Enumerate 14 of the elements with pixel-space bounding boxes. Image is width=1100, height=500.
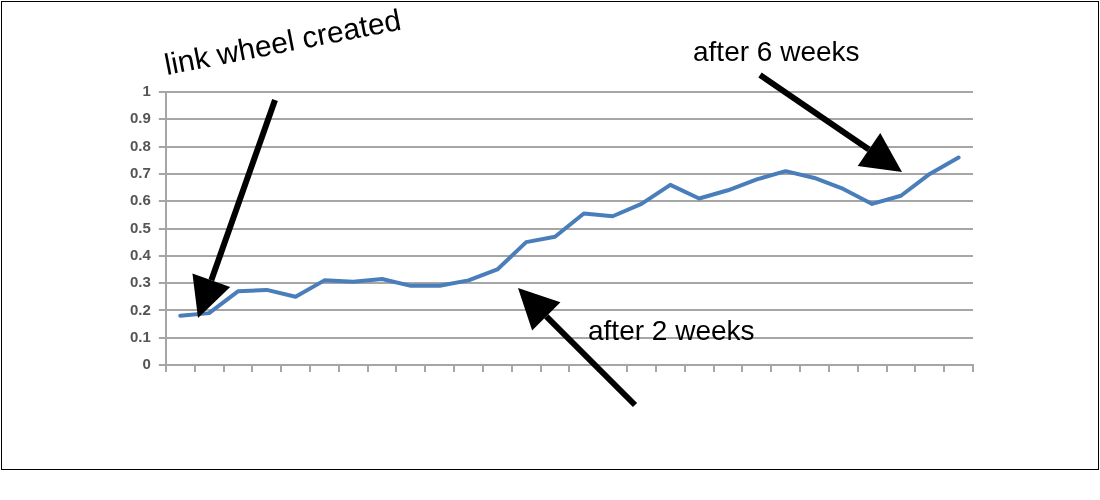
y-tick-label: 0 bbox=[142, 355, 151, 373]
y-tick-label: 1 bbox=[142, 82, 151, 100]
text: after 6 weeks bbox=[693, 36, 860, 68]
y-tick-label: 0.9 bbox=[129, 109, 151, 127]
y-tick-label: 0.5 bbox=[129, 218, 151, 236]
y-tick-label: 0.1 bbox=[129, 327, 151, 345]
text: link wheel created bbox=[161, 2, 404, 82]
y-tick-label: 0.8 bbox=[129, 136, 151, 154]
y-tick-label: 0.6 bbox=[129, 191, 151, 209]
y-tick-label: 0.7 bbox=[129, 164, 151, 182]
annotation: after 2 weeks bbox=[588, 315, 755, 347]
y-tick-label: 0.2 bbox=[129, 300, 151, 318]
y-tick-label: 0.4 bbox=[129, 245, 152, 263]
y-tick-label: 0.3 bbox=[129, 273, 151, 291]
